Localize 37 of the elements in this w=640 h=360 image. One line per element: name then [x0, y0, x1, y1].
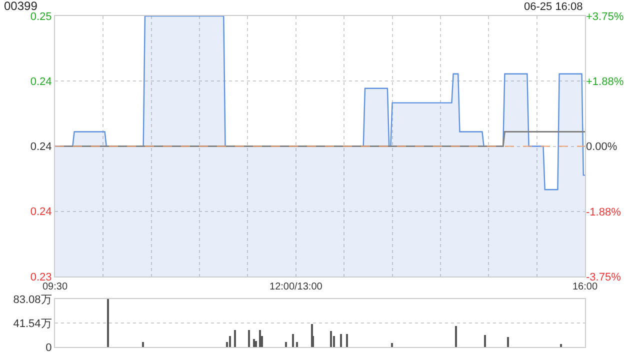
bar	[340, 334, 342, 347]
y2-tick-label: +1.88%	[586, 76, 624, 88]
y-tick-label: 0.24	[30, 141, 52, 154]
y-tick-label: 0.24	[30, 76, 52, 88]
x-tick-label: 12:00/13:00	[269, 281, 323, 292]
y-tick-label: 83.08万	[13, 294, 52, 306]
bar	[234, 330, 236, 347]
bar	[107, 299, 109, 347]
bar	[507, 337, 509, 347]
y2-tick-label: +3.75%	[586, 10, 624, 23]
x-tick-label: 16:00	[572, 281, 598, 292]
bar	[296, 342, 298, 347]
bar	[484, 335, 486, 347]
x-tick-label: 09:30	[42, 281, 68, 292]
bar	[346, 334, 348, 347]
y-tick-label: 0.24	[30, 206, 52, 218]
y2-tick-label: -1.88%	[586, 206, 622, 218]
bar	[248, 330, 250, 347]
y-tick-label: 0.25	[30, 10, 52, 23]
bar	[259, 330, 261, 347]
bar	[455, 326, 457, 347]
y-tick-label: 41.54万	[13, 318, 52, 330]
y-tick-label: 0	[46, 342, 52, 354]
text: 06-25 16:08	[524, 1, 583, 13]
bar	[285, 342, 287, 347]
bar	[142, 342, 144, 347]
y-tick-label: 0.23	[30, 271, 52, 284]
bar	[253, 339, 255, 347]
bar	[292, 334, 294, 347]
bar	[560, 344, 562, 347]
y2-tick-label: 0.00%	[586, 141, 618, 154]
bar	[330, 331, 332, 347]
bar	[229, 336, 231, 347]
bar	[391, 343, 393, 347]
chart-title: 00399	[4, 0, 38, 13]
bar	[255, 341, 257, 347]
y2-tick-label: -3.75%	[586, 271, 622, 284]
